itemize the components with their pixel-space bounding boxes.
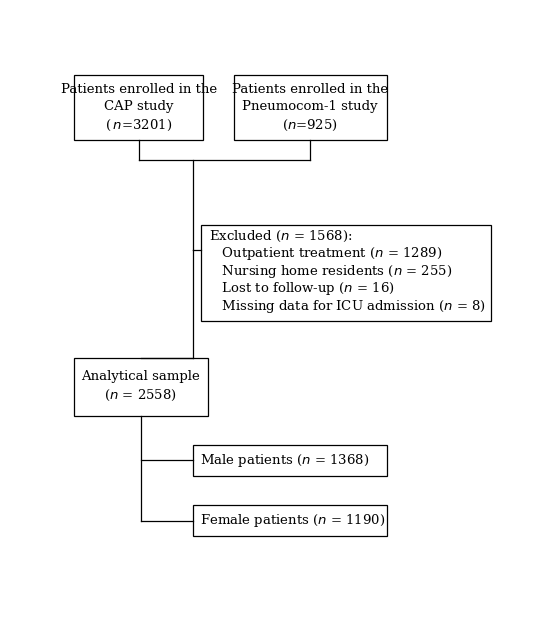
Text: Female patients ($n$ = 1190): Female patients ($n$ = 1190) <box>201 512 386 529</box>
Text: Lost to follow-up ($n$ = 16): Lost to follow-up ($n$ = 16) <box>209 280 395 297</box>
Text: Outpatient treatment ($n$ = 1289): Outpatient treatment ($n$ = 1289) <box>209 245 442 262</box>
Text: Analytical sample
($n$ = 2558): Analytical sample ($n$ = 2558) <box>81 371 200 403</box>
Bar <box>74 75 203 140</box>
Text: Patients enrolled in the
Pneumocom-1 study
($n$=925): Patients enrolled in the Pneumocom-1 stu… <box>232 83 388 132</box>
Text: Male patients ($n$ = 1368): Male patients ($n$ = 1368) <box>201 452 370 469</box>
Bar <box>193 445 387 476</box>
Bar <box>234 75 387 140</box>
Text: Missing data for ICU admission ($n$ = 8): Missing data for ICU admission ($n$ = 8) <box>209 298 486 315</box>
Text: Excluded ($n$ = 1568):: Excluded ($n$ = 1568): <box>209 229 353 244</box>
Text: Nursing home residents ($n$ = 255): Nursing home residents ($n$ = 255) <box>209 263 452 280</box>
Bar <box>74 357 208 416</box>
Bar <box>201 225 491 322</box>
Bar <box>193 505 387 536</box>
Text: Patients enrolled in the
CAP study
( $n$=3201): Patients enrolled in the CAP study ( $n$… <box>61 83 217 132</box>
